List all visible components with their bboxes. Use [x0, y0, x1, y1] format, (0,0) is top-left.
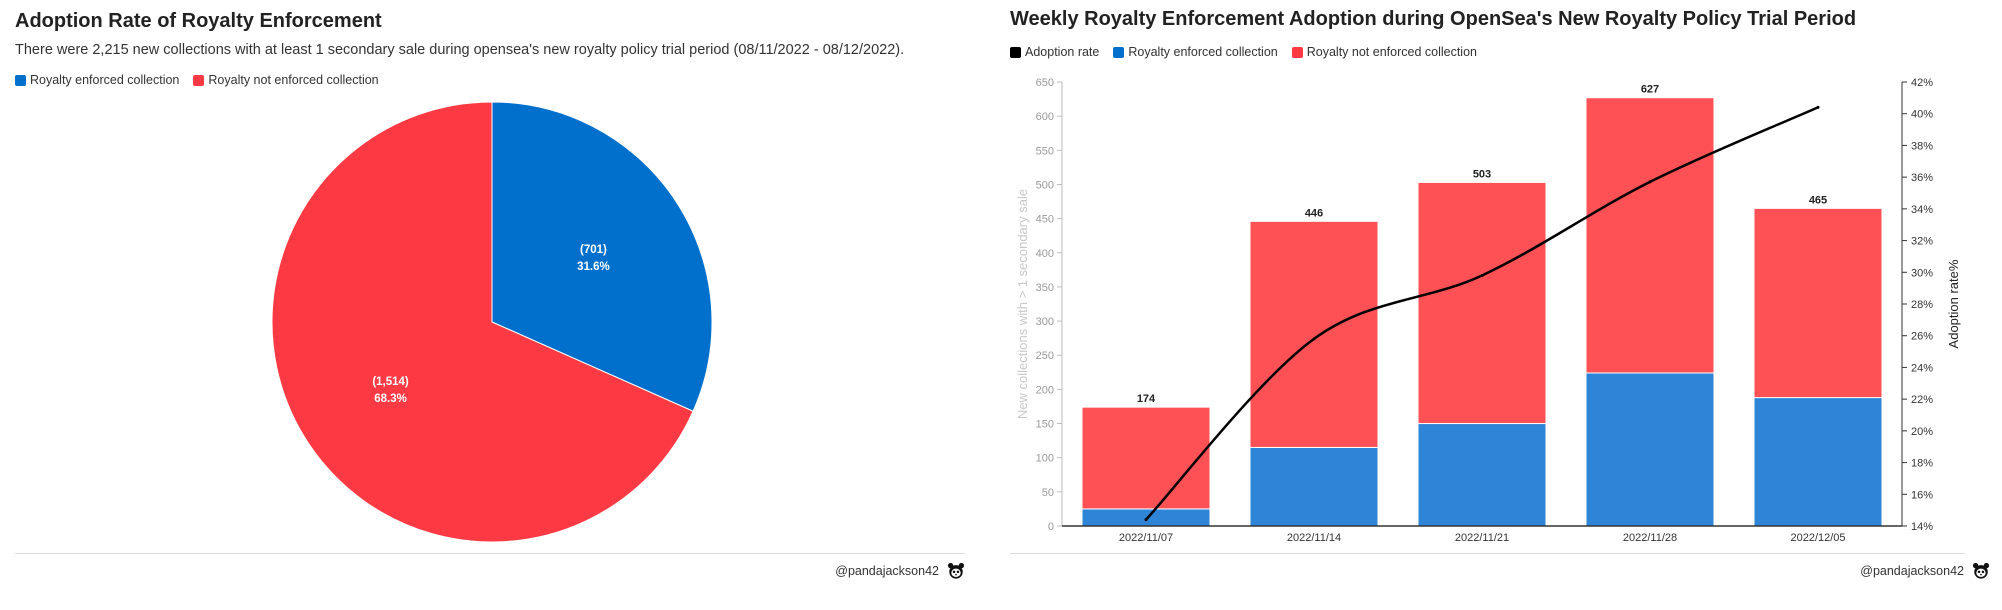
pie-chart-title: Adoption Rate of Royalty Enforcement [15, 10, 382, 32]
legend-label-enforced: Royalty enforced collection [30, 73, 180, 87]
bar-segment-enforced[interactable] [1081, 508, 1211, 527]
left-axis-tick-label: 600 [1036, 111, 1054, 123]
bar-segment-enforced[interactable] [1417, 423, 1547, 527]
pie-percent-label: 31.6% [577, 261, 610, 273]
right-axis-tick-label: 16% [1911, 489, 1933, 501]
bar-credit: @pandajackson42 [1860, 562, 1990, 580]
bar-segment-not-enforced[interactable] [1249, 220, 1379, 448]
bar-total-label: 446 [1305, 207, 1323, 219]
right-axis-tick-label: 38% [1911, 140, 1933, 152]
right-axis-tick-label: 18% [1911, 458, 1933, 470]
bar-total-label: 627 [1641, 84, 1659, 96]
right-axis-tick-label: 32% [1911, 236, 1933, 248]
pie-divider [15, 553, 965, 554]
left-axis-tick-label: 300 [1036, 316, 1054, 328]
legend-swatch-bar-not-enforced [1291, 46, 1303, 58]
bar-divider [1010, 553, 1965, 554]
bar-segment-enforced[interactable] [1249, 446, 1379, 527]
pie-percent-label: 68.3% [374, 393, 407, 405]
pie-count-label: (701) [580, 244, 607, 256]
left-axis-tick-label: 50 [1042, 487, 1054, 499]
left-axis-tick-label: 150 [1036, 419, 1054, 431]
left-axis-tick-label: 250 [1036, 350, 1054, 362]
panda-icon [1972, 562, 1990, 579]
right-axis-tick-label: 14% [1911, 521, 1933, 533]
legend-label-not-enforced: Royalty not enforced collection [208, 73, 379, 87]
legend-swatch-adoption-rate [1010, 46, 1021, 58]
right-axis-tick-label: 40% [1911, 109, 1933, 121]
legend-label-bar-enforced: Royalty enforced collection [1128, 45, 1278, 59]
x-axis-tick-label: 2022/11/28 [1623, 532, 1677, 544]
pie-slice[interactable] [491, 101, 713, 412]
pie-legend: Royalty enforced collection Royalty not … [15, 73, 379, 87]
pie-credit: @pandajackson42 [835, 562, 965, 580]
bar-credit-text: @pandajackson42 [1860, 564, 1964, 578]
x-axis-tick-label: 2022/12/05 [1790, 532, 1845, 544]
right-axis-title: Adoption rate% [1946, 259, 1961, 348]
bar-segment-not-enforced[interactable] [1417, 181, 1547, 425]
legend-label-adoption-rate: Adoption rate [1025, 45, 1100, 59]
adoption-rate-point [1648, 180, 1652, 184]
x-axis-tick-label: 2022/11/14 [1287, 532, 1341, 544]
legend-swatch-not-enforced [193, 74, 205, 86]
left-axis-tick-label: 450 [1036, 214, 1054, 226]
bar-line-chart: 0 50 100 150 200 250 300 350 400 450 500 550 600 650 N… [1015, 77, 1961, 544]
left-axis-tick-label: 350 [1036, 282, 1054, 294]
bar-chart-title: Weekly Royalty Enforcement Adoption duri… [1010, 8, 1857, 30]
legend-item-bar-enforced[interactable]: Royalty enforced collection [1113, 45, 1278, 59]
right-axis-tick-label: 22% [1911, 394, 1933, 406]
right-axis-tick-label: 20% [1911, 426, 1933, 438]
right-axis-tick-label: 24% [1911, 362, 1933, 374]
right-axis-tick-label: 34% [1911, 204, 1933, 216]
left-axis-title: New collections with > 1 secondary sale [1015, 189, 1030, 419]
pie-slice[interactable] [271, 101, 694, 543]
legend-item-not-enforced[interactable]: Royalty not enforced collection [193, 73, 379, 87]
left-axis-tick-label: 100 [1036, 453, 1054, 465]
legend-item-bar-not-enforced[interactable]: Royalty not enforced collection [1291, 45, 1477, 59]
bar-total-label: 174 [1137, 393, 1156, 405]
legend-item-adoption-rate[interactable]: Adoption rate [1010, 45, 1099, 59]
adoption-rate-point [1816, 105, 1820, 109]
adoption-rate-point [1144, 518, 1148, 522]
x-axis-tick-label: 2022/11/07 [1119, 532, 1173, 544]
bar-total-label: 503 [1473, 168, 1491, 180]
bar-segment-not-enforced[interactable] [1585, 97, 1715, 374]
right-axis-tick-label: 36% [1911, 172, 1933, 184]
bar-segment-enforced[interactable] [1753, 397, 1883, 527]
right-axis-tick-label: 26% [1911, 331, 1933, 343]
bar-segment-enforced[interactable] [1585, 372, 1715, 527]
bar-legend: Adoption rate Royalty enforced collectio… [1010, 45, 1477, 59]
x-axis-tick-label: 2022/11/21 [1455, 532, 1509, 544]
adoption-rate-point [1480, 273, 1484, 277]
bar-chart-panel: Weekly Royalty Enforcement Adoption duri… [1002, 0, 2002, 610]
right-axis-tick-label: 28% [1911, 299, 1933, 311]
legend-label-bar-not-enforced: Royalty not enforced collection [1306, 45, 1477, 59]
pie-credit-text: @pandajackson42 [835, 564, 939, 578]
legend-swatch-bar-enforced [1113, 46, 1125, 58]
left-axis-tick-label: 0 [1048, 521, 1054, 533]
legend-item-enforced[interactable]: Royalty enforced collection [15, 73, 179, 87]
legend-swatch-enforced [15, 74, 26, 86]
pie-chart-subtitle: There were 2,215 new collections with at… [15, 42, 905, 58]
pie-chart-panel: Adoption Rate of Royalty Enforcement The… [0, 0, 990, 610]
bar-segment-not-enforced[interactable] [1081, 406, 1211, 510]
left-axis-tick-label: 650 [1036, 77, 1054, 89]
bar-segment-not-enforced[interactable] [1753, 207, 1883, 399]
adoption-rate-point [1312, 337, 1316, 341]
left-axis-tick-label: 400 [1036, 248, 1054, 260]
pie-chart: (701) 31.6% (1,514) 68.3% [271, 101, 713, 543]
bar-total-label: 465 [1809, 194, 1827, 206]
left-axis-tick-label: 550 [1036, 145, 1054, 157]
pie-count-label: (1,514) [372, 376, 409, 388]
panda-icon [947, 562, 965, 579]
left-axis-tick-label: 500 [1036, 179, 1054, 191]
right-axis-tick-label: 30% [1911, 267, 1933, 279]
left-axis-tick-label: 200 [1036, 384, 1054, 396]
right-axis-tick-label: 42% [1911, 77, 1933, 89]
